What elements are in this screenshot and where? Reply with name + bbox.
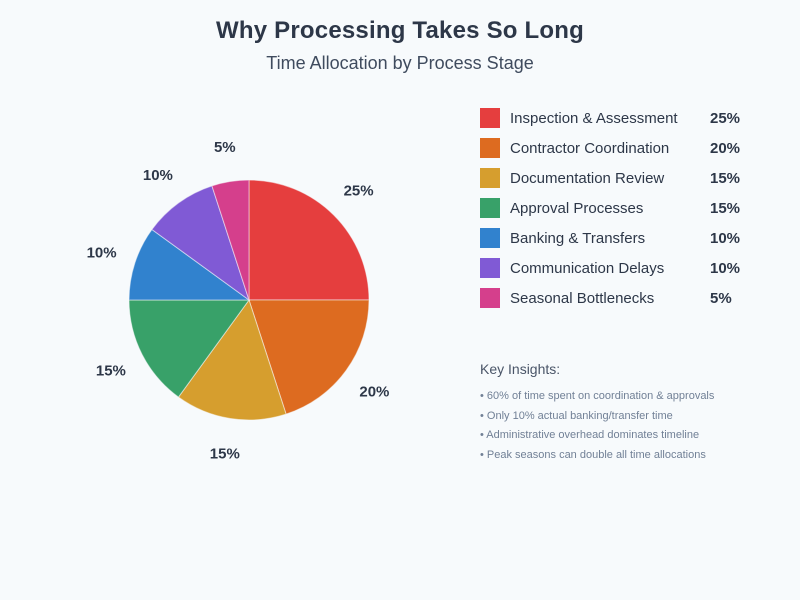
pie-slice-percent-label: 15%: [96, 363, 126, 380]
key-insights: Key Insights: • 60% of time spent on coo…: [480, 361, 780, 465]
pie-slice-seasonal-bottlenecks: [211, 179, 250, 301]
legend-item: Inspection & Assessment 25%: [480, 108, 740, 128]
legend-item-label: Documentation Review: [510, 169, 665, 187]
legend-item-label: Contractor Coordination: [510, 139, 670, 157]
pie-slice-contractor-coordination: [248, 299, 370, 415]
insight-bullet: • Only 10% actual banking/transfer time: [480, 409, 673, 422]
insight-bullet: • Administrative overhead dominates time…: [480, 429, 700, 441]
legend-item-value: 25%: [710, 109, 741, 127]
legend-item-label: Banking & Transfers: [510, 229, 646, 247]
legend-item: Approval Processes 15%: [480, 198, 740, 218]
legend-item: Banking & Transfers 10%: [480, 228, 740, 248]
legend-swatch-icon: [480, 258, 500, 278]
legend-swatch-icon: [480, 198, 500, 218]
legend-swatch-icon: [480, 288, 500, 308]
pie-chart: 25% 20% 15% 15% 10% 10% 5%: [87, 139, 390, 462]
legend-swatch-icon: [480, 168, 500, 188]
pie-slice-percent-label: 10%: [87, 244, 117, 261]
legend-item-value: 15%: [710, 169, 741, 187]
legend-item-value: 5%: [710, 289, 732, 307]
legend-item: Contractor Coordination 20%: [480, 138, 740, 158]
legend-swatch-icon: [480, 108, 500, 128]
pie-slice-communication-delays: [151, 185, 250, 302]
pie-slice-inspection-assessment: [248, 179, 370, 301]
legend-item-value: 20%: [710, 139, 741, 157]
legend-item-value: 10%: [710, 259, 741, 277]
pie-slice-percent-label: 20%: [359, 383, 389, 400]
pie-slice-percent-label: 10%: [143, 167, 173, 184]
legend-item-value: 15%: [710, 199, 741, 217]
legend-item: Seasonal Bottlenecks 5%: [480, 288, 740, 308]
chart-title: Why Processing Takes So Long: [216, 17, 584, 44]
insight-bullet: • 60% of time spent on coordination & ap…: [480, 390, 715, 402]
legend-swatch-icon: [480, 228, 500, 248]
pie-slice-approval-processes: [128, 299, 250, 398]
pie-slice-percent-label: 5%: [214, 139, 236, 156]
pie-slices: [128, 179, 370, 421]
legend: Inspection & Assessment 25% Contractor Coo…: [480, 108, 740, 318]
legend-item-label: Inspection & Assessment: [510, 109, 678, 127]
pie-slice-documentation-review: [177, 298, 287, 421]
legend-item: Communication Delays 10%: [480, 258, 740, 278]
chart-subtitle: Time Allocation by Process Stage: [266, 53, 534, 73]
pie-slice-percent-label: 15%: [210, 445, 240, 462]
legend-item-value: 10%: [710, 229, 741, 247]
insights-bullet-list: • 60% of time spent on coordination & ap…: [480, 387, 780, 465]
insights-heading: Key Insights:: [480, 361, 561, 377]
legend-item-label: Communication Delays: [510, 259, 665, 277]
legend-item-label: Approval Processes: [510, 199, 644, 217]
legend-item: Documentation Review 15%: [480, 168, 740, 188]
pie-slice-labels: 25% 20% 15% 15% 10% 10% 5%: [87, 139, 390, 462]
legend-swatch-icon: [480, 138, 500, 158]
legend-item-label: Seasonal Bottlenecks: [510, 289, 655, 307]
pie-slice-percent-label: 25%: [344, 183, 374, 200]
pie-slice-banking-transfers: [128, 228, 251, 301]
insight-bullet: • Peak seasons can double all time alloc…: [480, 448, 706, 461]
